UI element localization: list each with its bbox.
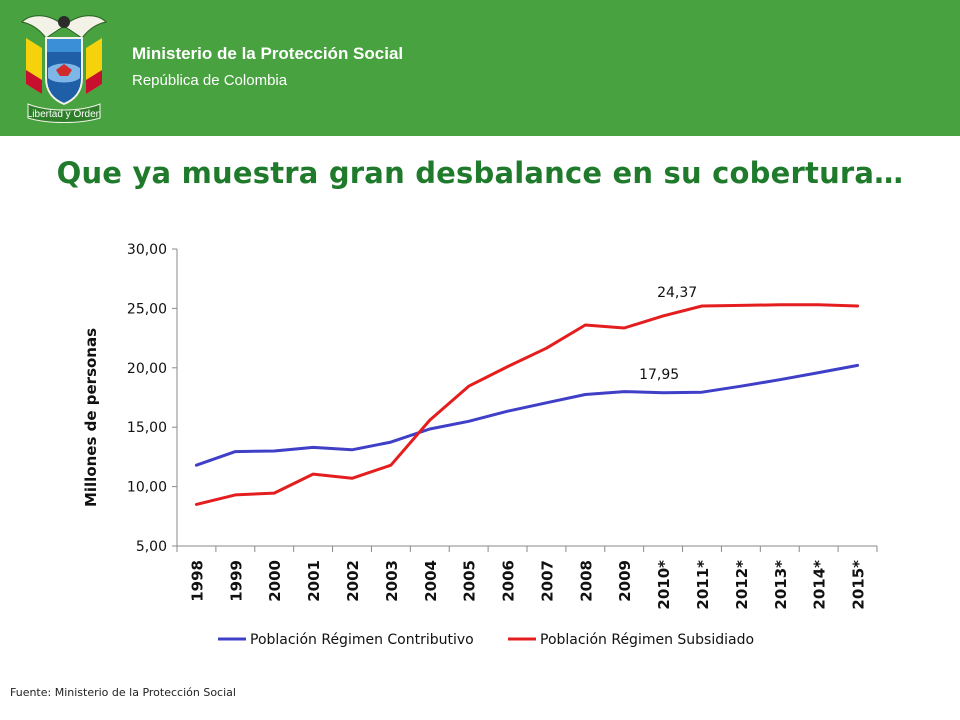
x-tick-label: 1998 (188, 560, 206, 602)
x-tick-label: 2009 (616, 560, 634, 602)
slide-title: Que ya muestra gran desbalance en su cob… (56, 156, 904, 190)
x-tick-label: 2008 (577, 560, 595, 602)
x-tick-label: 2000 (266, 560, 284, 602)
y-tick-label: 20,00 (127, 361, 167, 377)
x-tick-label: 2010* (655, 560, 673, 610)
legend-item-subsidiado-label: Población Régimen Subsidiado (540, 632, 754, 648)
x-tick-label: 2005 (461, 560, 479, 602)
x-tick-label: 2015* (850, 560, 868, 610)
x-tick-label: 2001 (305, 560, 323, 602)
x-tick-label: 2004 (422, 560, 440, 602)
y-tick-label: 5,00 (136, 539, 167, 555)
x-tick-label: 2012* (733, 560, 751, 610)
x-tick-label: 1999 (227, 560, 245, 602)
y-tick-label: 10,00 (127, 480, 167, 496)
seal-motto: Libertad y Orden (27, 109, 102, 120)
republic-name: República de Colombia (132, 72, 288, 89)
x-tick-label: 2011* (694, 560, 712, 610)
x-tick-label: 2002 (344, 560, 362, 602)
x-tick-label: 2003 (383, 560, 401, 602)
header-banner: Libertad y Orden Ministerio de la Protec… (0, 0, 960, 136)
legend-item-contributivo-label: Población Régimen Contributivo (250, 632, 474, 648)
source-note: Fuente: Ministerio de la Protección Soci… (10, 686, 236, 699)
annotation-subsidiado-2010: 24,37 (657, 285, 697, 301)
x-tick-label: 2013* (772, 560, 790, 610)
y-tick-label: 30,00 (127, 242, 167, 258)
x-tick-label: 2006 (500, 560, 518, 602)
y-axis-title: Millones de personas (82, 328, 100, 507)
annotation-contributivo-2011: 17,95 (639, 367, 679, 383)
y-tick-label: 15,00 (127, 420, 167, 436)
x-tick-label: 2014* (811, 560, 829, 610)
ministry-name: Ministerio de la Protección Social (132, 44, 404, 63)
series-line-subsidiado (194, 303, 860, 506)
colombia-coat-of-arms-logo: Libertad y Orden (20, 15, 108, 123)
y-tick-label: 25,00 (127, 301, 167, 317)
coverage-line-chart: 5,00 10,00 15,00 20,00 25,00 30,00 1998 1999 200… (82, 242, 878, 648)
series-line-contributivo (194, 363, 860, 467)
x-tick-label: 2007 (538, 560, 556, 602)
